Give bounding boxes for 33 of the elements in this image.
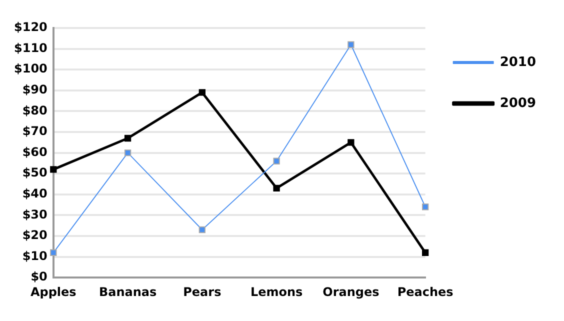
y-tick-label: $50 — [22, 166, 48, 180]
y-tick-label: $20 — [22, 228, 48, 242]
legend-label: 2009 — [500, 96, 536, 111]
y-tick-label: $0 — [30, 270, 48, 284]
y-tick-label: $110 — [14, 40, 48, 55]
x-tick-label: Pears — [183, 284, 222, 299]
point — [124, 149, 132, 156]
point — [273, 158, 280, 164]
y-tick-label: $70 — [22, 124, 48, 138]
x-tick-label: Apples — [30, 284, 76, 299]
y-tick-label: $90 — [22, 82, 48, 97]
x-tick-label: Lemons — [250, 284, 303, 299]
y-tick-label: $60 — [22, 144, 48, 159]
point — [422, 249, 429, 256]
y-tick-label: $80 — [22, 103, 48, 118]
point — [198, 226, 206, 234]
y-tick-label: $30 — [22, 207, 48, 222]
point — [50, 249, 57, 256]
point — [348, 41, 354, 48]
point — [198, 89, 206, 96]
x-tick-label: Oranges — [322, 284, 380, 299]
x-tick-label: Peaches — [397, 284, 454, 299]
x-tick-label: Bananas — [98, 284, 157, 299]
point — [50, 166, 57, 173]
point — [422, 204, 429, 210]
y-tick-label: $100 — [14, 62, 48, 76]
y-tick-label: $120 — [14, 20, 48, 34]
point — [273, 184, 280, 192]
point — [124, 134, 132, 142]
y-tick-label: $40 — [22, 186, 48, 201]
legend-label: 2010 — [500, 54, 536, 70]
point — [348, 139, 354, 146]
y-tick-label: $10 — [22, 248, 48, 263]
